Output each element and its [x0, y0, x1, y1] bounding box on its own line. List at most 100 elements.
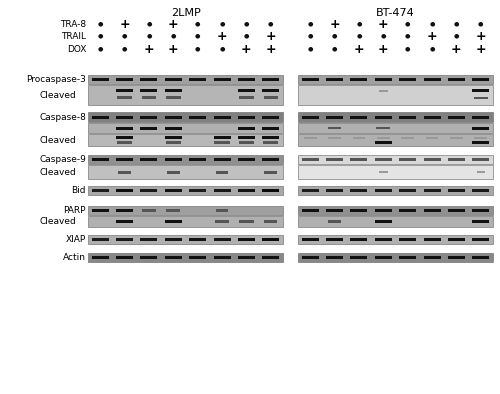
Text: +: +	[266, 43, 276, 56]
Bar	[88, 165, 283, 179]
Bar	[189, 158, 206, 161]
Text: ●: ●	[98, 46, 103, 52]
Bar	[238, 78, 255, 81]
Bar	[167, 171, 179, 173]
Bar	[424, 158, 440, 161]
Bar	[328, 137, 341, 139]
Bar	[448, 209, 465, 212]
Bar	[262, 256, 280, 259]
Bar	[298, 123, 493, 133]
Bar	[88, 155, 283, 164]
Text: ●: ●	[332, 33, 338, 39]
Bar	[399, 256, 416, 259]
Bar	[472, 141, 490, 144]
Bar	[262, 158, 280, 161]
Text: ●: ●	[308, 22, 313, 26]
Bar	[166, 141, 181, 144]
Bar	[214, 189, 230, 192]
Bar	[239, 220, 254, 223]
Bar	[379, 90, 388, 91]
Bar	[375, 256, 392, 259]
Bar	[238, 238, 255, 241]
Bar	[214, 256, 230, 259]
Bar	[165, 78, 182, 81]
Bar	[214, 78, 230, 81]
Bar	[448, 115, 465, 119]
Bar	[424, 115, 440, 119]
Bar	[328, 220, 342, 223]
Bar	[238, 136, 255, 139]
Bar	[264, 220, 277, 223]
Bar	[472, 238, 490, 241]
Bar	[140, 126, 158, 130]
Bar	[238, 89, 255, 92]
Text: Cleaved: Cleaved	[39, 217, 76, 226]
Bar	[238, 256, 255, 259]
Bar	[88, 235, 283, 244]
Bar	[238, 158, 255, 161]
Bar	[472, 220, 490, 223]
Bar	[116, 220, 133, 223]
Text: TRAIL: TRAIL	[61, 32, 86, 41]
Bar	[142, 209, 156, 212]
Bar	[326, 238, 343, 241]
Bar	[472, 158, 490, 161]
Text: Procaspase-3: Procaspase-3	[26, 75, 86, 84]
Bar	[215, 220, 230, 223]
Bar	[298, 206, 493, 215]
Bar	[165, 256, 182, 259]
Bar	[165, 136, 182, 139]
Bar	[238, 189, 255, 192]
Bar	[262, 89, 280, 92]
Text: ●: ●	[146, 22, 152, 26]
Bar	[424, 189, 440, 192]
Bar	[92, 238, 108, 241]
Bar	[216, 209, 228, 212]
Text: +: +	[241, 43, 252, 56]
Text: Actin: Actin	[63, 253, 86, 262]
Bar	[350, 256, 368, 259]
Bar	[88, 75, 283, 84]
Bar	[140, 89, 158, 92]
Bar	[117, 141, 132, 144]
Bar	[448, 238, 465, 241]
Bar	[375, 238, 392, 241]
Bar	[118, 96, 132, 98]
Bar	[140, 78, 158, 81]
Bar	[399, 78, 416, 81]
Bar	[326, 115, 343, 119]
Text: ●: ●	[380, 33, 386, 39]
Text: ●: ●	[220, 46, 225, 52]
Text: Caspase-8: Caspase-8	[39, 113, 86, 121]
Text: +: +	[378, 17, 388, 30]
Text: ●: ●	[308, 46, 313, 52]
Bar	[302, 158, 318, 161]
Text: +: +	[427, 30, 438, 43]
Bar	[165, 126, 182, 130]
Bar	[239, 141, 254, 144]
Text: +: +	[354, 43, 364, 56]
Bar	[375, 141, 392, 144]
Bar	[165, 189, 182, 192]
Bar	[326, 189, 343, 192]
Bar	[116, 126, 133, 130]
Bar	[426, 137, 438, 139]
Text: ●: ●	[308, 33, 313, 39]
Bar	[424, 238, 440, 241]
Bar	[350, 189, 368, 192]
Bar	[262, 78, 280, 81]
Bar	[189, 115, 206, 119]
Text: +: +	[476, 30, 486, 43]
Bar	[140, 238, 158, 241]
Bar	[116, 189, 133, 192]
Bar	[472, 209, 490, 212]
Bar	[116, 238, 133, 241]
Bar	[262, 189, 280, 192]
Text: ●: ●	[405, 46, 410, 52]
Text: XIAP: XIAP	[66, 235, 86, 244]
Bar	[214, 115, 230, 119]
Bar	[298, 253, 493, 262]
Bar	[262, 126, 280, 130]
Bar	[350, 115, 368, 119]
Bar	[298, 75, 493, 84]
